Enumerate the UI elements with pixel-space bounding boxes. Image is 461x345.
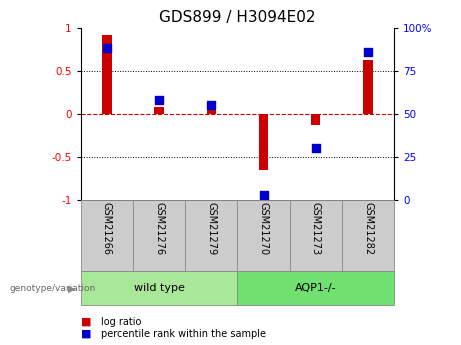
Point [207,102,215,108]
Text: wild type: wild type [134,283,184,293]
Bar [363,60,373,114]
Point [155,97,163,103]
Bar [207,106,216,114]
Bar [154,107,164,114]
Text: ■: ■ [81,329,95,338]
Text: AQP1-/-: AQP1-/- [295,283,337,293]
Bar [237,200,290,271]
Text: percentile rank within the sample: percentile rank within the sample [101,329,266,338]
Point [260,192,267,198]
Bar [185,200,237,271]
Text: genotype/variation: genotype/variation [9,284,95,293]
Text: GSM21276: GSM21276 [154,202,164,255]
Text: GSM21270: GSM21270 [259,202,269,255]
Bar [81,200,133,271]
Bar [237,271,394,305]
Point [103,46,111,51]
Text: GSM21273: GSM21273 [311,202,321,255]
Text: log ratio: log ratio [101,317,142,326]
Text: GSM21266: GSM21266 [102,202,112,255]
Bar [311,114,320,125]
Bar [290,200,342,271]
Bar [102,34,112,114]
Text: GSM21279: GSM21279 [206,202,216,255]
Point [364,49,372,55]
Bar [81,271,237,305]
Bar [133,200,185,271]
Title: GDS899 / H3094E02: GDS899 / H3094E02 [159,10,316,25]
Text: ■: ■ [81,317,95,326]
Point [312,146,319,151]
Text: ▶: ▶ [68,284,75,294]
Text: GSM21282: GSM21282 [363,202,373,255]
Bar [259,114,268,170]
Bar [342,200,394,271]
